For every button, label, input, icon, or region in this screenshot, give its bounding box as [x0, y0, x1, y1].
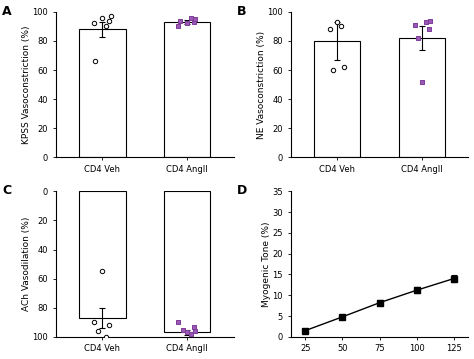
Point — [175, 23, 182, 29]
Bar — [79, 191, 126, 318]
Point — [94, 328, 102, 334]
Point — [103, 334, 110, 340]
Point — [422, 19, 430, 25]
Bar — [164, 191, 210, 332]
Y-axis label: NE Vasoconstriction (%): NE Vasoconstriction (%) — [257, 31, 266, 139]
Point — [105, 322, 113, 328]
Y-axis label: Myogenic Tone (%): Myogenic Tone (%) — [262, 221, 271, 307]
Point — [333, 19, 341, 25]
Point — [340, 64, 348, 70]
Y-axis label: ACh Vasodilation (%): ACh Vasodilation (%) — [22, 217, 31, 311]
Point — [105, 18, 113, 23]
Point — [183, 330, 191, 335]
Point — [187, 331, 195, 337]
Text: D: D — [237, 184, 247, 197]
Point — [91, 59, 99, 64]
Point — [191, 16, 199, 22]
Y-axis label: KPSS Vasoconstriction (%): KPSS Vasoconstriction (%) — [22, 25, 31, 144]
Point — [90, 320, 98, 325]
Point — [427, 18, 434, 23]
Point — [414, 35, 421, 41]
Point — [176, 18, 184, 23]
Point — [329, 67, 337, 73]
Point — [175, 320, 182, 325]
Text: C: C — [2, 184, 11, 197]
Point — [190, 19, 198, 25]
Point — [99, 15, 106, 20]
Point — [327, 27, 334, 32]
Point — [425, 27, 432, 32]
Text: A: A — [2, 5, 12, 18]
Point — [179, 327, 186, 332]
Point — [107, 13, 115, 19]
Point — [418, 79, 426, 84]
Bar — [399, 38, 445, 157]
Point — [103, 23, 110, 29]
Bar — [314, 41, 360, 157]
Bar — [79, 29, 126, 157]
Point — [90, 20, 98, 26]
Point — [337, 23, 345, 29]
Point — [99, 269, 106, 274]
Text: B: B — [237, 5, 246, 18]
Bar — [164, 22, 210, 157]
Point — [183, 20, 191, 26]
Point — [187, 15, 195, 20]
Point — [411, 22, 419, 28]
Point — [190, 324, 198, 330]
Point — [191, 328, 199, 334]
